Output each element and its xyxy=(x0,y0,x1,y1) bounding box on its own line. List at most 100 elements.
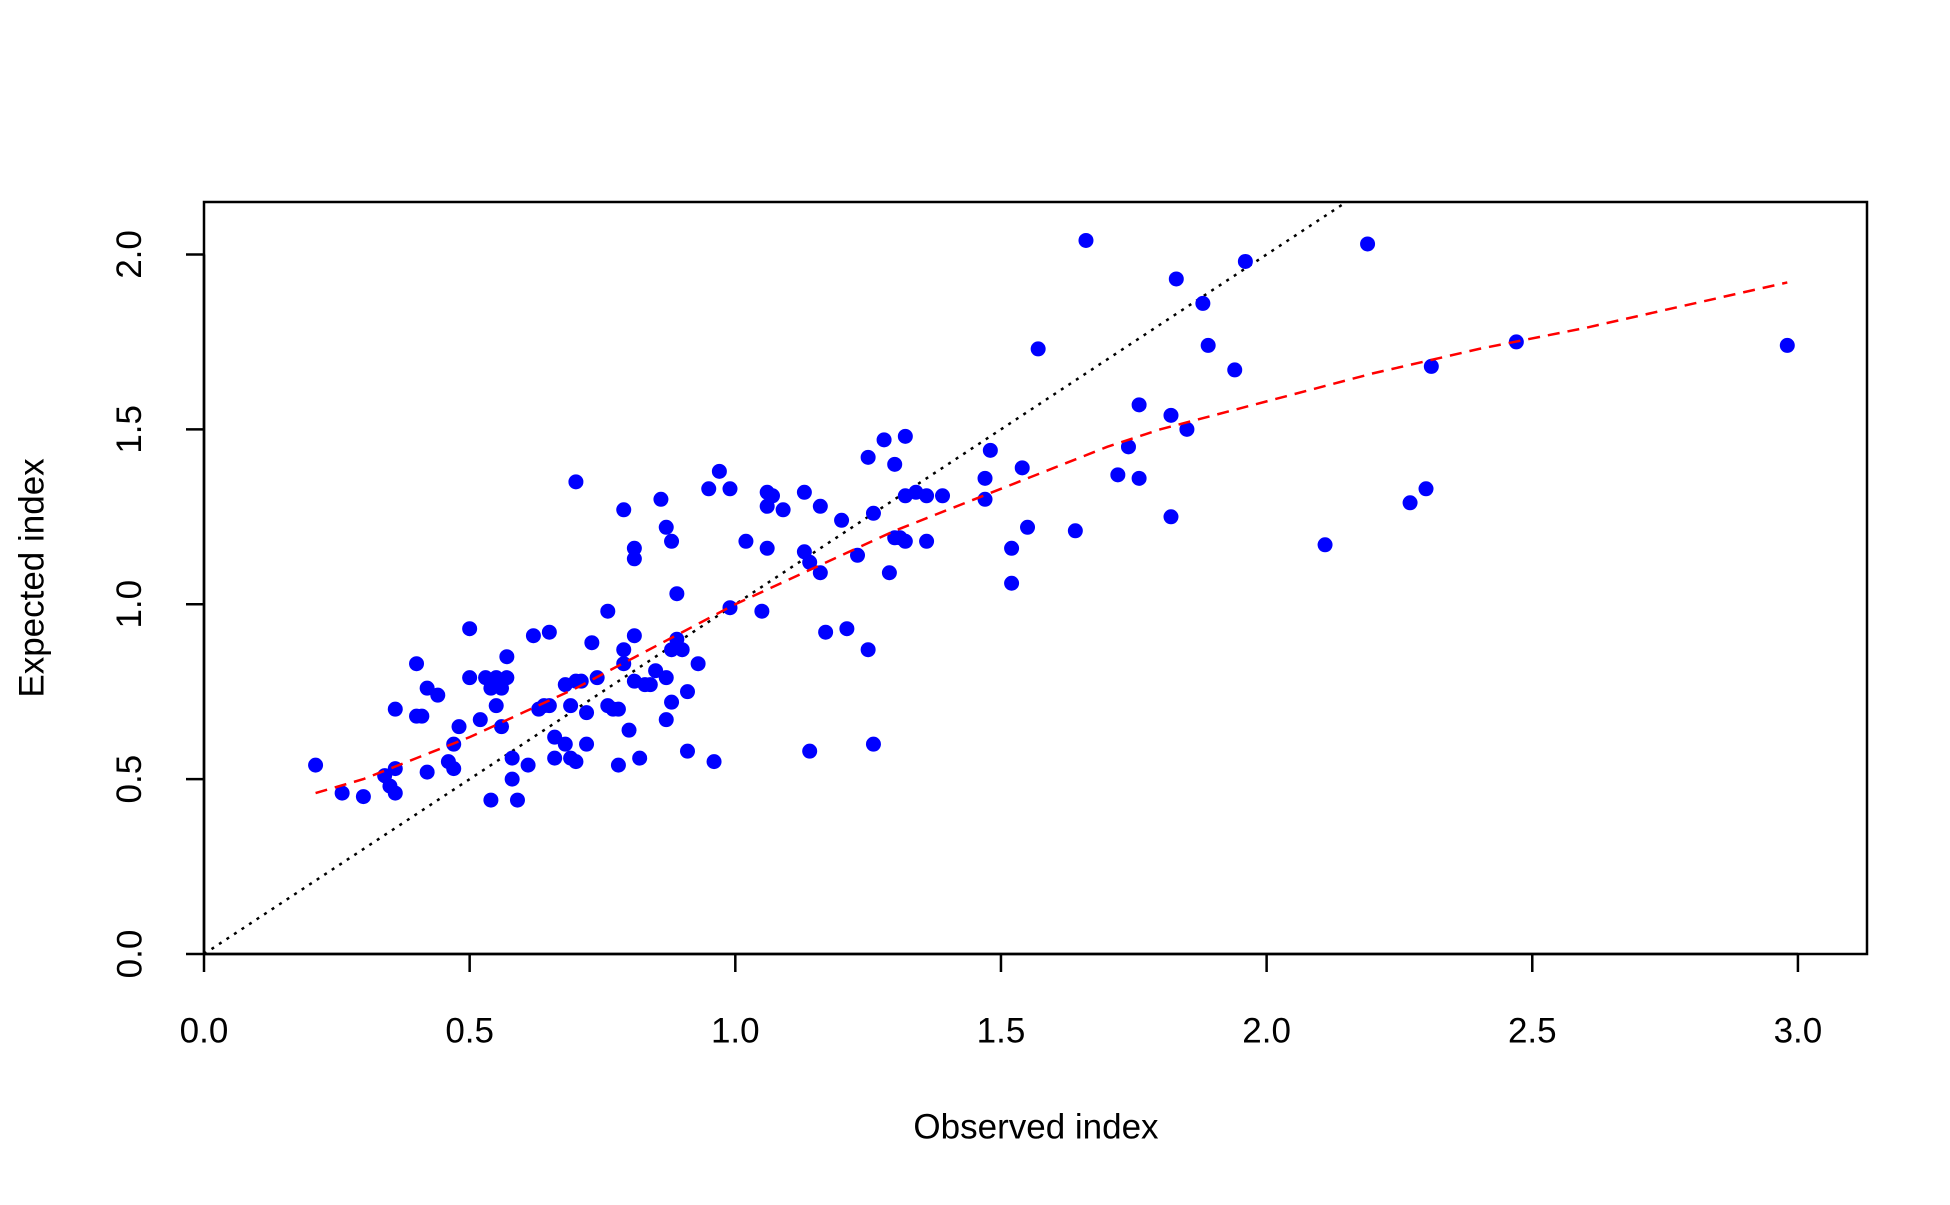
data-point xyxy=(579,736,595,752)
data-point xyxy=(839,621,855,637)
data-point xyxy=(1004,575,1020,591)
data-point xyxy=(499,649,515,665)
data-point xyxy=(1120,439,1136,455)
data-point xyxy=(557,736,573,752)
x-tick-label: 0.0 xyxy=(180,1011,229,1050)
data-point xyxy=(1360,236,1376,252)
data-point xyxy=(759,540,775,556)
data-point xyxy=(494,719,510,735)
data-point xyxy=(865,505,881,521)
y-tick-label: 1.0 xyxy=(110,580,149,629)
data-point xyxy=(1418,481,1434,497)
data-point xyxy=(1168,271,1184,287)
data-point xyxy=(887,456,903,472)
data-point xyxy=(621,722,637,738)
data-point xyxy=(1020,519,1036,535)
data-point xyxy=(504,771,520,787)
data-point xyxy=(642,677,658,693)
data-point xyxy=(547,750,563,766)
data-point xyxy=(658,519,674,535)
data-point xyxy=(419,680,435,696)
data-point xyxy=(1200,337,1216,353)
data-point xyxy=(387,785,403,801)
data-point xyxy=(1402,495,1418,511)
data-point xyxy=(977,470,993,486)
plot-frame xyxy=(202,200,1869,956)
data-point xyxy=(472,712,488,728)
data-point xyxy=(860,642,876,658)
plot-area xyxy=(204,202,1795,954)
data-point xyxy=(1067,523,1083,539)
x-tick-label: 3.0 xyxy=(1774,1011,1823,1050)
data-point xyxy=(679,743,695,759)
data-point xyxy=(520,757,536,773)
data-point xyxy=(483,792,499,808)
y-tick-label: 0.5 xyxy=(110,755,149,804)
data-point xyxy=(711,463,727,479)
data-point xyxy=(881,565,897,581)
smooth-line xyxy=(315,281,1788,795)
data-point xyxy=(919,533,935,549)
data-point xyxy=(738,533,754,549)
data-point xyxy=(765,488,781,504)
data-point xyxy=(541,624,557,640)
data-point xyxy=(626,628,642,644)
data-point xyxy=(860,449,876,465)
data-point xyxy=(632,750,648,766)
data-point xyxy=(409,656,425,672)
x-axis-title: Observed index xyxy=(913,1107,1159,1146)
data-point xyxy=(674,642,690,658)
data-point xyxy=(977,491,993,507)
data-point xyxy=(722,600,738,616)
data-point xyxy=(1179,421,1195,437)
data-point xyxy=(1004,540,1020,556)
data-point xyxy=(982,442,998,458)
data-point xyxy=(430,687,446,703)
data-point xyxy=(446,761,462,777)
data-point xyxy=(775,502,791,518)
data-point xyxy=(626,551,642,567)
data-point xyxy=(679,684,695,700)
data-point xyxy=(509,792,525,808)
data-point xyxy=(616,656,632,672)
y-tick-label: 1.5 xyxy=(110,405,149,454)
data-point xyxy=(462,670,478,686)
y-tick-label: 2.0 xyxy=(110,230,149,279)
data-point xyxy=(308,757,324,773)
data-point xyxy=(1131,470,1147,486)
data-point xyxy=(919,488,935,504)
identity-line xyxy=(204,202,1348,954)
data-point xyxy=(834,512,850,528)
x-tick-label: 2.5 xyxy=(1508,1011,1557,1050)
data-point xyxy=(451,719,467,735)
data-point xyxy=(616,502,632,518)
data-point xyxy=(568,474,584,490)
data-point xyxy=(1317,537,1333,553)
x-tick-label: 0.5 xyxy=(445,1011,494,1050)
data-point xyxy=(812,498,828,514)
data-point xyxy=(1423,358,1439,374)
data-point xyxy=(419,764,435,780)
data-point xyxy=(850,547,866,563)
data-point xyxy=(563,698,579,714)
data-point xyxy=(658,670,674,686)
data-point xyxy=(722,481,738,497)
y-axis-title: Expected index xyxy=(12,458,51,698)
y-tick-label: 0.0 xyxy=(110,930,149,979)
data-point xyxy=(355,789,371,805)
data-point xyxy=(701,481,717,497)
data-point xyxy=(1030,341,1046,357)
data-point xyxy=(865,736,881,752)
data-point xyxy=(1237,253,1253,269)
data-point xyxy=(1163,509,1179,525)
x-tick-label: 2.0 xyxy=(1242,1011,1291,1050)
data-point xyxy=(616,642,632,658)
data-point xyxy=(488,698,504,714)
data-point xyxy=(387,701,403,717)
data-point xyxy=(1195,295,1211,311)
data-point xyxy=(664,533,680,549)
data-point xyxy=(568,754,584,770)
data-point xyxy=(1110,467,1126,483)
data-point xyxy=(812,565,828,581)
